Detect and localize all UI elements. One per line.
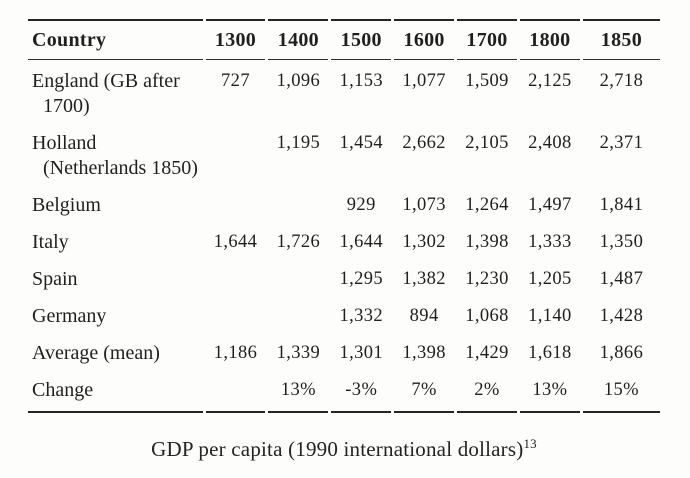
column-header-1600: 1600 — [394, 19, 455, 60]
column-header-1800: 1800 — [519, 19, 580, 60]
value-cell: 1,509 — [465, 71, 509, 91]
column-header-country: Country — [28, 19, 203, 60]
value-cell: 1,644 — [339, 232, 384, 252]
country-cell: Average (mean) — [28, 335, 203, 372]
country-cell: Spain — [28, 261, 203, 298]
country-label: Spain — [32, 268, 78, 290]
value-cell — [206, 261, 266, 298]
value-cell: 1,429 — [465, 343, 509, 363]
country-label: Germany — [32, 305, 107, 327]
table-row-england: England (GB after 1700) 727 1,096 1,153 1… — [28, 60, 660, 125]
country-cell: Germany — [28, 298, 203, 335]
value-cell: 13% — [268, 372, 329, 413]
value-cell: 1,618 — [528, 343, 572, 363]
value-cell — [268, 187, 328, 224]
value-cell: 929 — [346, 195, 376, 215]
value-cell: 1,382 — [402, 269, 446, 289]
value-cell: 2,408 — [528, 133, 572, 153]
value-cell — [268, 261, 328, 298]
value-cell: 1,195 — [276, 133, 321, 153]
value-cell: 1,333 — [528, 232, 572, 252]
value-cell: 1,301 — [339, 343, 384, 363]
country-cell: England (GB after 1700) — [28, 60, 203, 125]
value-cell: 1,726 — [276, 232, 321, 252]
value-cell: 1,205 — [528, 269, 572, 289]
column-header-1500: 1500 — [331, 19, 392, 60]
value-cell: 2,105 — [465, 133, 509, 153]
country-label: Italy — [32, 231, 69, 253]
value-cell: 1,487 — [599, 269, 644, 289]
table-row-belgium: Belgium 929 1,073 1,264 1,497 1,841 — [28, 187, 660, 224]
value-cell: 1,398 — [402, 343, 446, 363]
country-cell: Change — [28, 372, 203, 413]
column-header-1300: 1300 — [205, 19, 266, 60]
value-cell: 2,125 — [528, 71, 572, 91]
country-label: Holland — [32, 132, 97, 154]
value-cell — [206, 298, 266, 335]
value-cell: 1,230 — [465, 269, 509, 289]
country-label: Average (mean) — [32, 342, 160, 364]
value-cell: 2,718 — [599, 71, 644, 91]
value-cell: 1,866 — [599, 343, 644, 363]
value-cell — [268, 298, 328, 335]
value-cell: 1,398 — [465, 232, 509, 252]
country-cell: Italy — [28, 224, 203, 261]
value-cell — [206, 187, 266, 224]
value-cell: 1,077 — [402, 71, 446, 91]
value-cell: 15% — [582, 372, 660, 413]
table-row-average: Average (mean) 1,186 1,339 1,301 1,398 1… — [28, 335, 660, 372]
value-cell: 1,644 — [213, 232, 258, 252]
value-cell: 894 — [409, 306, 439, 326]
table-row-spain: Spain 1,295 1,382 1,230 1,205 1,487 — [28, 261, 660, 298]
book-page: Country 1300 1400 1500 1600 1700 1800 18… — [25, 19, 663, 462]
gdp-table: Country 1300 1400 1500 1600 1700 1800 18… — [25, 19, 663, 413]
value-cell: -3% — [331, 372, 392, 413]
value-cell: 1,295 — [339, 269, 384, 289]
country-label-line2: 1700) — [43, 95, 90, 117]
value-cell: 1,073 — [402, 195, 446, 215]
header-row: Country 1300 1400 1500 1600 1700 1800 18… — [28, 19, 660, 60]
value-cell: 1,068 — [465, 306, 509, 326]
table-row-italy: Italy 1,644 1,726 1,644 1,302 1,398 1,33… — [28, 224, 660, 261]
column-header-1850: 1850 — [582, 19, 660, 60]
table-row-holland: Holland (Netherlands 1850) 1,195 1,454 2,… — [28, 125, 660, 187]
column-header-1700: 1700 — [457, 19, 517, 60]
country-label: Belgium — [32, 194, 101, 216]
value-cell: 13% — [519, 372, 580, 413]
value-cell: 7% — [394, 372, 455, 413]
value-cell: 1,841 — [599, 195, 644, 215]
caption-text: GDP per capita (1990 international dolla… — [151, 437, 524, 461]
value-cell: 1,153 — [339, 71, 384, 91]
value-cell: 2% — [457, 372, 517, 413]
value-cell: 727 — [221, 71, 250, 91]
value-cell: 1,428 — [599, 306, 644, 326]
value-cell: 1,264 — [465, 195, 509, 215]
value-cell: 1,302 — [402, 232, 446, 252]
value-cell: 1,454 — [339, 133, 384, 153]
value-cell: 1,140 — [528, 306, 572, 326]
value-cell: 2,662 — [402, 133, 446, 153]
country-label: England (GB after — [32, 70, 180, 92]
value-cell: 1,339 — [276, 343, 321, 363]
value-cell: 1,497 — [528, 195, 572, 215]
country-cell: Holland (Netherlands 1850) — [28, 125, 203, 187]
value-cell — [206, 125, 266, 187]
value-cell: 1,350 — [599, 232, 644, 252]
value-cell: 1,096 — [276, 71, 321, 91]
country-label-line2: (Netherlands 1850) — [43, 157, 198, 179]
value-cell: 1,186 — [213, 343, 258, 363]
value-cell: 2,371 — [599, 133, 644, 153]
country-label: Change — [32, 379, 94, 401]
column-header-1400: 1400 — [268, 19, 329, 60]
value-cell: 1,332 — [339, 306, 384, 326]
country-cell: Belgium — [28, 187, 203, 224]
footnote-reference: 13 — [523, 436, 537, 451]
table-caption: GDP per capita (1990 international dolla… — [25, 437, 663, 462]
value-cell — [205, 372, 266, 413]
table-row-change: Change 13% -3% 7% 2% 13% 15% — [28, 372, 660, 413]
table-row-germany: Germany 1,332 894 1,068 1,140 1,428 — [28, 298, 660, 335]
